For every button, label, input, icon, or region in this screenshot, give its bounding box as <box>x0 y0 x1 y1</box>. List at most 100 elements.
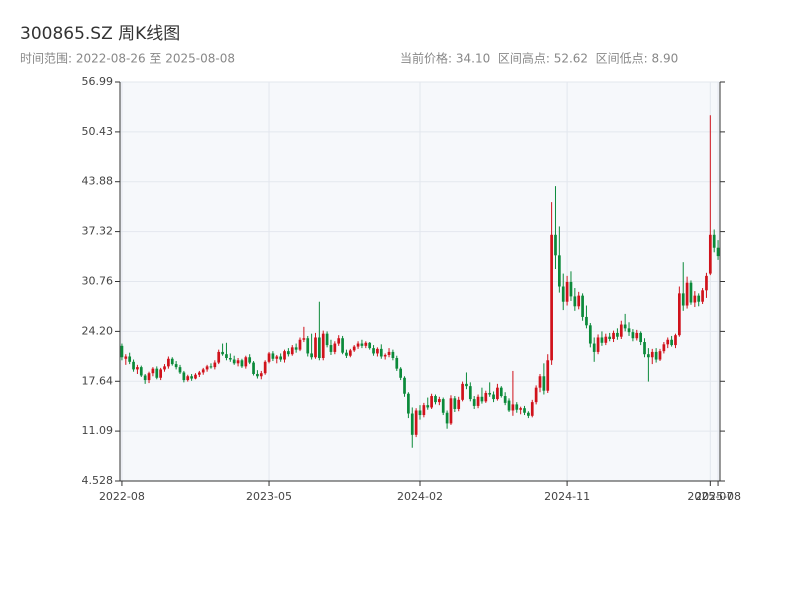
candle-body <box>159 369 162 378</box>
candle-body <box>194 374 197 379</box>
candle-body <box>318 337 321 359</box>
candle-body <box>120 345 124 358</box>
candle-body <box>468 386 472 400</box>
candle-body <box>228 358 232 360</box>
candle-body <box>457 399 461 409</box>
candle-body <box>271 353 275 359</box>
chart-stats: 当前价格: 34.10 区间高点: 52.62 区间低点: 8.90 <box>400 51 678 66</box>
candle-body <box>283 351 286 360</box>
candle-body <box>368 342 372 349</box>
candle-body <box>205 366 209 370</box>
candle-body <box>290 347 294 355</box>
candle-body <box>387 351 391 355</box>
candle-body <box>198 372 201 375</box>
candle-body <box>167 358 170 367</box>
candle-body <box>422 405 426 416</box>
candle-body <box>558 255 561 287</box>
y-tick-label: 50.43 <box>82 125 114 138</box>
candle-body <box>453 398 457 409</box>
candle-body <box>461 383 464 400</box>
candle-body <box>546 360 550 391</box>
candle-body <box>519 408 522 410</box>
candle-body <box>279 356 282 360</box>
candle-body <box>496 387 499 400</box>
candle-body <box>155 368 159 378</box>
y-tick-label: 11.09 <box>82 424 114 437</box>
candle-body <box>221 351 224 355</box>
candle-body <box>209 366 213 368</box>
candle-body <box>337 338 341 344</box>
candle-body <box>449 398 453 424</box>
y-tick-label: 56.99 <box>82 75 114 88</box>
candle-body <box>376 348 379 354</box>
candle-body <box>256 373 259 377</box>
candle-body <box>132 361 135 370</box>
candle-body <box>643 342 646 355</box>
candle-body <box>588 325 592 344</box>
candle-body <box>364 342 368 346</box>
candle-body <box>511 404 515 411</box>
x-tick-label: 2025-08 <box>695 490 741 503</box>
candle-body <box>302 338 306 340</box>
candle-body <box>480 396 484 402</box>
candle-body <box>530 402 534 416</box>
candle-body <box>124 356 128 359</box>
candle-body <box>263 361 267 374</box>
candle-body <box>577 295 581 307</box>
candle-body <box>163 366 166 370</box>
candle-body <box>554 234 557 256</box>
candle-body <box>426 405 430 408</box>
candle-body <box>542 376 546 391</box>
candle-body <box>654 351 658 360</box>
candle-body <box>170 358 174 365</box>
candle-body <box>445 412 449 424</box>
candle-body <box>631 332 635 339</box>
candle-body <box>499 387 503 397</box>
candle-body <box>592 343 596 352</box>
candle-body <box>151 368 155 374</box>
candle-body <box>325 333 329 346</box>
candle-body <box>399 368 402 378</box>
candle-body <box>507 400 511 411</box>
candle-body <box>410 413 414 435</box>
chart-title: 300865.SZ 周K线图 <box>20 24 180 44</box>
candle-body <box>294 347 298 350</box>
candle-body <box>612 332 615 339</box>
candle-body <box>515 404 519 410</box>
candle-body <box>689 282 693 303</box>
candle-body <box>585 316 588 326</box>
candle-body <box>538 376 542 388</box>
chart-subtitle: 时间范围: 2022-08-26 至 2025-08-08 <box>20 52 235 66</box>
candle-body <box>527 412 530 416</box>
candle-body <box>407 393 410 414</box>
candle-body <box>267 353 271 362</box>
candle-body <box>414 410 418 435</box>
candle-body <box>360 343 364 346</box>
candle-body <box>616 332 619 337</box>
candle-body <box>608 336 612 339</box>
candle-body <box>310 353 313 358</box>
candle-body <box>596 337 600 352</box>
candle-body <box>476 396 480 406</box>
candle-body <box>685 282 689 306</box>
candle-body <box>178 367 182 373</box>
candle-body <box>259 373 263 377</box>
candle-body <box>484 392 488 402</box>
candle-body <box>627 328 631 333</box>
candle-body <box>465 383 468 387</box>
candle-body <box>182 372 186 381</box>
candle-body <box>561 286 565 302</box>
candle-body <box>670 339 673 346</box>
x-tick-label: 2025-07 <box>687 490 733 503</box>
candle-body <box>565 281 569 302</box>
candle-body <box>225 354 228 359</box>
candle-body <box>488 392 492 395</box>
candle-body <box>492 394 495 400</box>
candle-body <box>658 351 662 360</box>
candle-body <box>143 375 147 381</box>
candle-body <box>581 295 584 317</box>
candle-body <box>441 399 445 413</box>
y-tick-label: 37.32 <box>82 225 114 238</box>
candle-body <box>298 339 302 350</box>
